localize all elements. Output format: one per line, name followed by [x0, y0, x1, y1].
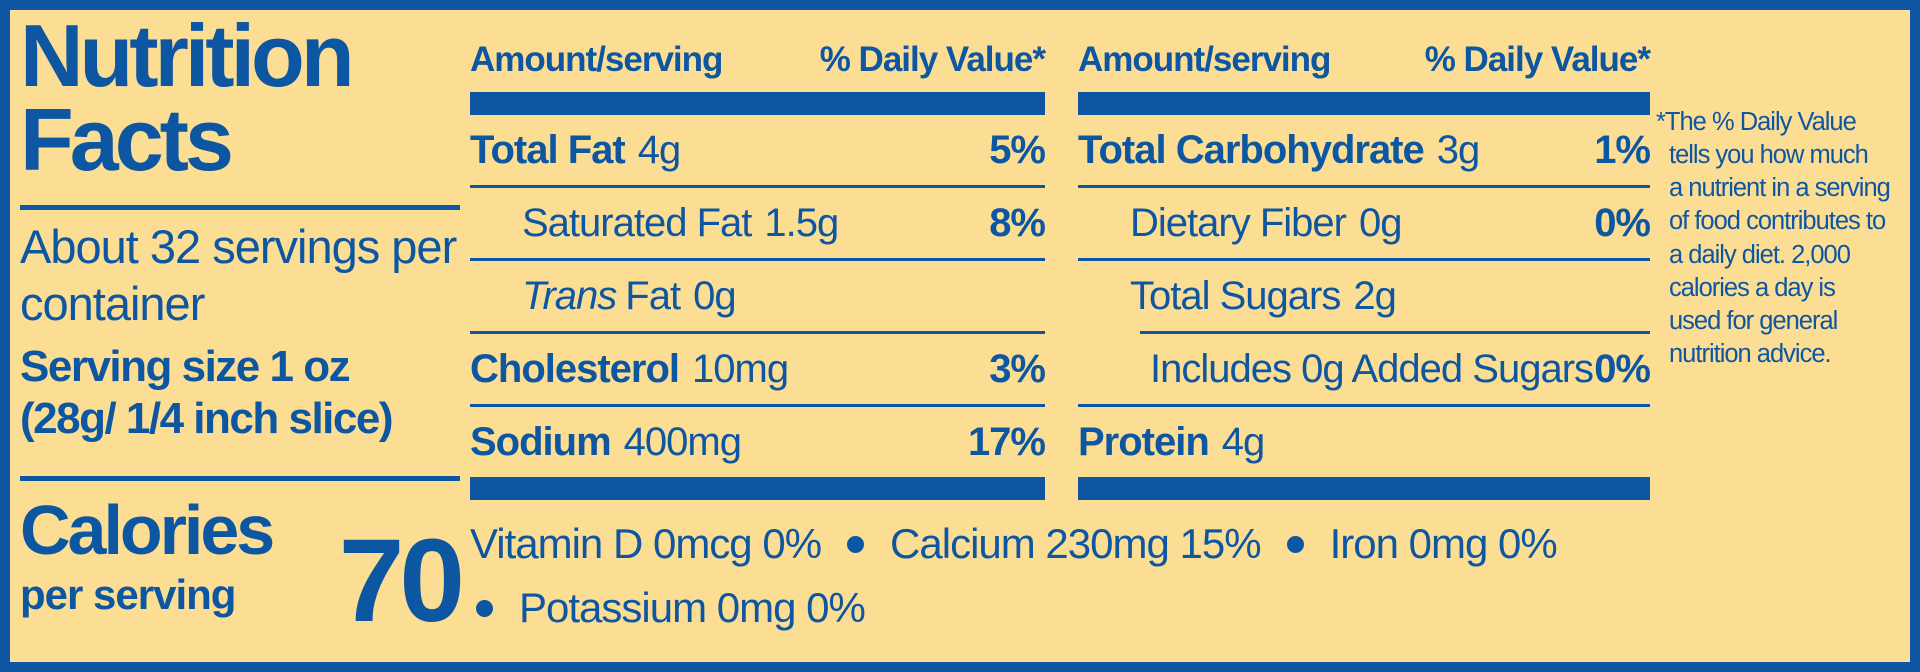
nutrient-name: Saturated Fat	[522, 200, 752, 245]
calories-label: Calories	[20, 491, 275, 570]
thick-bar-top	[1078, 92, 1650, 115]
bullet-separator	[1286, 535, 1304, 553]
nutrient-name: Protein	[1078, 419, 1210, 464]
nutrient-name: Fat	[625, 273, 681, 318]
nutrient-amount: 4g	[1221, 419, 1265, 464]
micronutrients-line-1: Vitamin D 0mcg 0% Calcium 230mg 15% Iron…	[470, 512, 1665, 576]
nutrient-row-total-sugars: Total Sugars 2g	[1078, 261, 1650, 331]
nutrient-daily-value: 5%	[989, 127, 1046, 172]
calories-divider	[20, 476, 460, 482]
calories-sublabel: per serving	[20, 571, 236, 619]
column-header: Amount/serving % Daily Value*	[470, 14, 1046, 92]
nutrient-amount: 3g	[1436, 127, 1480, 172]
nutrient-row-sodium: Sodium 400mg 17%	[470, 407, 1046, 477]
bullet-separator	[476, 599, 493, 617]
nutrient-row-total-fat: Total Fat 4g 5%	[470, 115, 1046, 185]
daily-value-header: % Daily Value*	[819, 40, 1046, 79]
thick-bar-top	[470, 92, 1045, 115]
left-panel: Nutrition Facts About 32 servings per co…	[20, 6, 465, 640]
nutrient-name: Dietary Fiber	[1130, 200, 1347, 245]
nutrient-daily-value: 1%	[1594, 127, 1651, 172]
bullet-separator	[847, 535, 865, 553]
row-divider-indented	[1140, 331, 1650, 334]
micronutrient-calcium: Calcium 230mg 15%	[890, 520, 1262, 567]
nutrient-amount: 4g	[637, 127, 681, 172]
nutrition-facts-title: Nutrition Facts	[20, 6, 355, 190]
footnote-line: *The % Daily Value	[1656, 108, 1857, 136]
nutrient-column-2: Amount/serving % Daily Value* Total Carb…	[1078, 14, 1651, 500]
footnote-line: a nutrient in a serving	[1669, 174, 1891, 203]
amount-serving-header: Amount/serving	[1078, 40, 1331, 79]
nutrient-name: Cholesterol	[470, 346, 680, 391]
footnote-line: calories a day is	[1669, 273, 1836, 302]
row-divider	[470, 258, 1045, 261]
daily-value-header: % Daily Value*	[1424, 40, 1651, 79]
micronutrient-potassium: Potassium 0mg 0%	[519, 584, 866, 631]
nutrient-amount: 10mg	[692, 346, 789, 391]
row-divider	[470, 185, 1045, 188]
serving-size: Serving size 1 oz (28g/ 1/4 inch slice)	[20, 341, 460, 447]
calories-value: 70	[338, 514, 465, 647]
row-divider	[470, 404, 1045, 407]
micronutrient-vitamin-d: Vitamin D 0mcg 0%	[470, 520, 822, 567]
nutrient-name-italic: Trans	[522, 273, 617, 318]
footnote-line: tells you how much	[1669, 141, 1869, 170]
footnote-line: a daily diet. 2,000	[1669, 240, 1851, 269]
nutrient-daily-value: 17%	[967, 419, 1046, 464]
footnote-line: nutrition advice.	[1669, 339, 1832, 368]
nutrient-amount: 2g	[1353, 273, 1396, 318]
nutrient-amount: 400mg	[623, 419, 742, 464]
nutrient-daily-value: 8%	[989, 200, 1046, 245]
row-divider	[1078, 404, 1650, 407]
nutrient-row-total-carbohydrate: Total Carbohydrate 3g 1%	[1078, 115, 1651, 185]
footnote-line: of food contributes to	[1669, 207, 1886, 236]
calories-section: Calories per serving 70	[20, 491, 465, 640]
nutrient-column-1: Amount/serving % Daily Value* Total Fat …	[470, 14, 1046, 500]
footnote-line: used for general	[1669, 306, 1838, 335]
thick-bar-bottom	[1078, 477, 1650, 500]
nutrient-name: Total Fat	[470, 127, 626, 172]
micronutrient-iron: Iron 0mg 0%	[1329, 520, 1558, 567]
nutrient-amount: 0g	[1358, 200, 1402, 245]
calories-words: Calories per serving	[20, 491, 275, 619]
nutrient-daily-value: 0%	[1594, 200, 1651, 245]
nutrient-row-saturated-fat: Saturated Fat 1.5g 8%	[470, 188, 1046, 258]
row-divider	[1078, 258, 1650, 261]
nutrient-name: Sodium	[470, 419, 612, 464]
serving-size-line-1: Serving size 1 oz	[20, 341, 351, 391]
title-divider	[20, 204, 460, 210]
row-divider	[470, 331, 1045, 334]
nutrient-row-protein: Protein 4g	[1078, 407, 1650, 477]
amount-serving-header: Amount/serving	[470, 40, 723, 79]
nutrient-daily-value: 3%	[989, 346, 1046, 391]
nutrient-amount: 1.5g	[764, 200, 839, 245]
nutrient-row-dietary-fiber: Dietary Fiber 0g 0%	[1078, 188, 1651, 258]
servings-per-container: About 32 servings per container	[20, 219, 457, 331]
nutrient-row-added-sugars: Includes 0g Added Sugars 0%	[1078, 334, 1651, 404]
nutrient-daily-value: 0%	[1594, 346, 1651, 391]
row-divider	[1078, 185, 1650, 188]
nutrient-name: Total Carbohydrate	[1078, 127, 1425, 172]
micronutrients-line-2: Potassium 0mg 0%	[470, 576, 1665, 640]
serving-size-line-2: (28g/ 1/4 inch slice)	[20, 394, 394, 444]
nutrient-amount: 0g	[693, 273, 736, 318]
micronutrients-section: Vitamin D 0mcg 0% Calcium 230mg 15% Iron…	[470, 512, 1665, 640]
thick-bar-bottom	[470, 477, 1045, 500]
nutrient-name: Includes 0g Added Sugars	[1150, 346, 1594, 391]
column-header: Amount/serving % Daily Value*	[1078, 14, 1651, 92]
daily-value-footnote: *The % Daily Value tells you how much a …	[1656, 106, 1910, 371]
nutrient-name: Total Sugars	[1130, 273, 1341, 318]
nutrient-row-cholesterol: Cholesterol 10mg 3%	[470, 334, 1046, 404]
nutrient-row-trans-fat: Trans Fat 0g	[470, 261, 1045, 331]
